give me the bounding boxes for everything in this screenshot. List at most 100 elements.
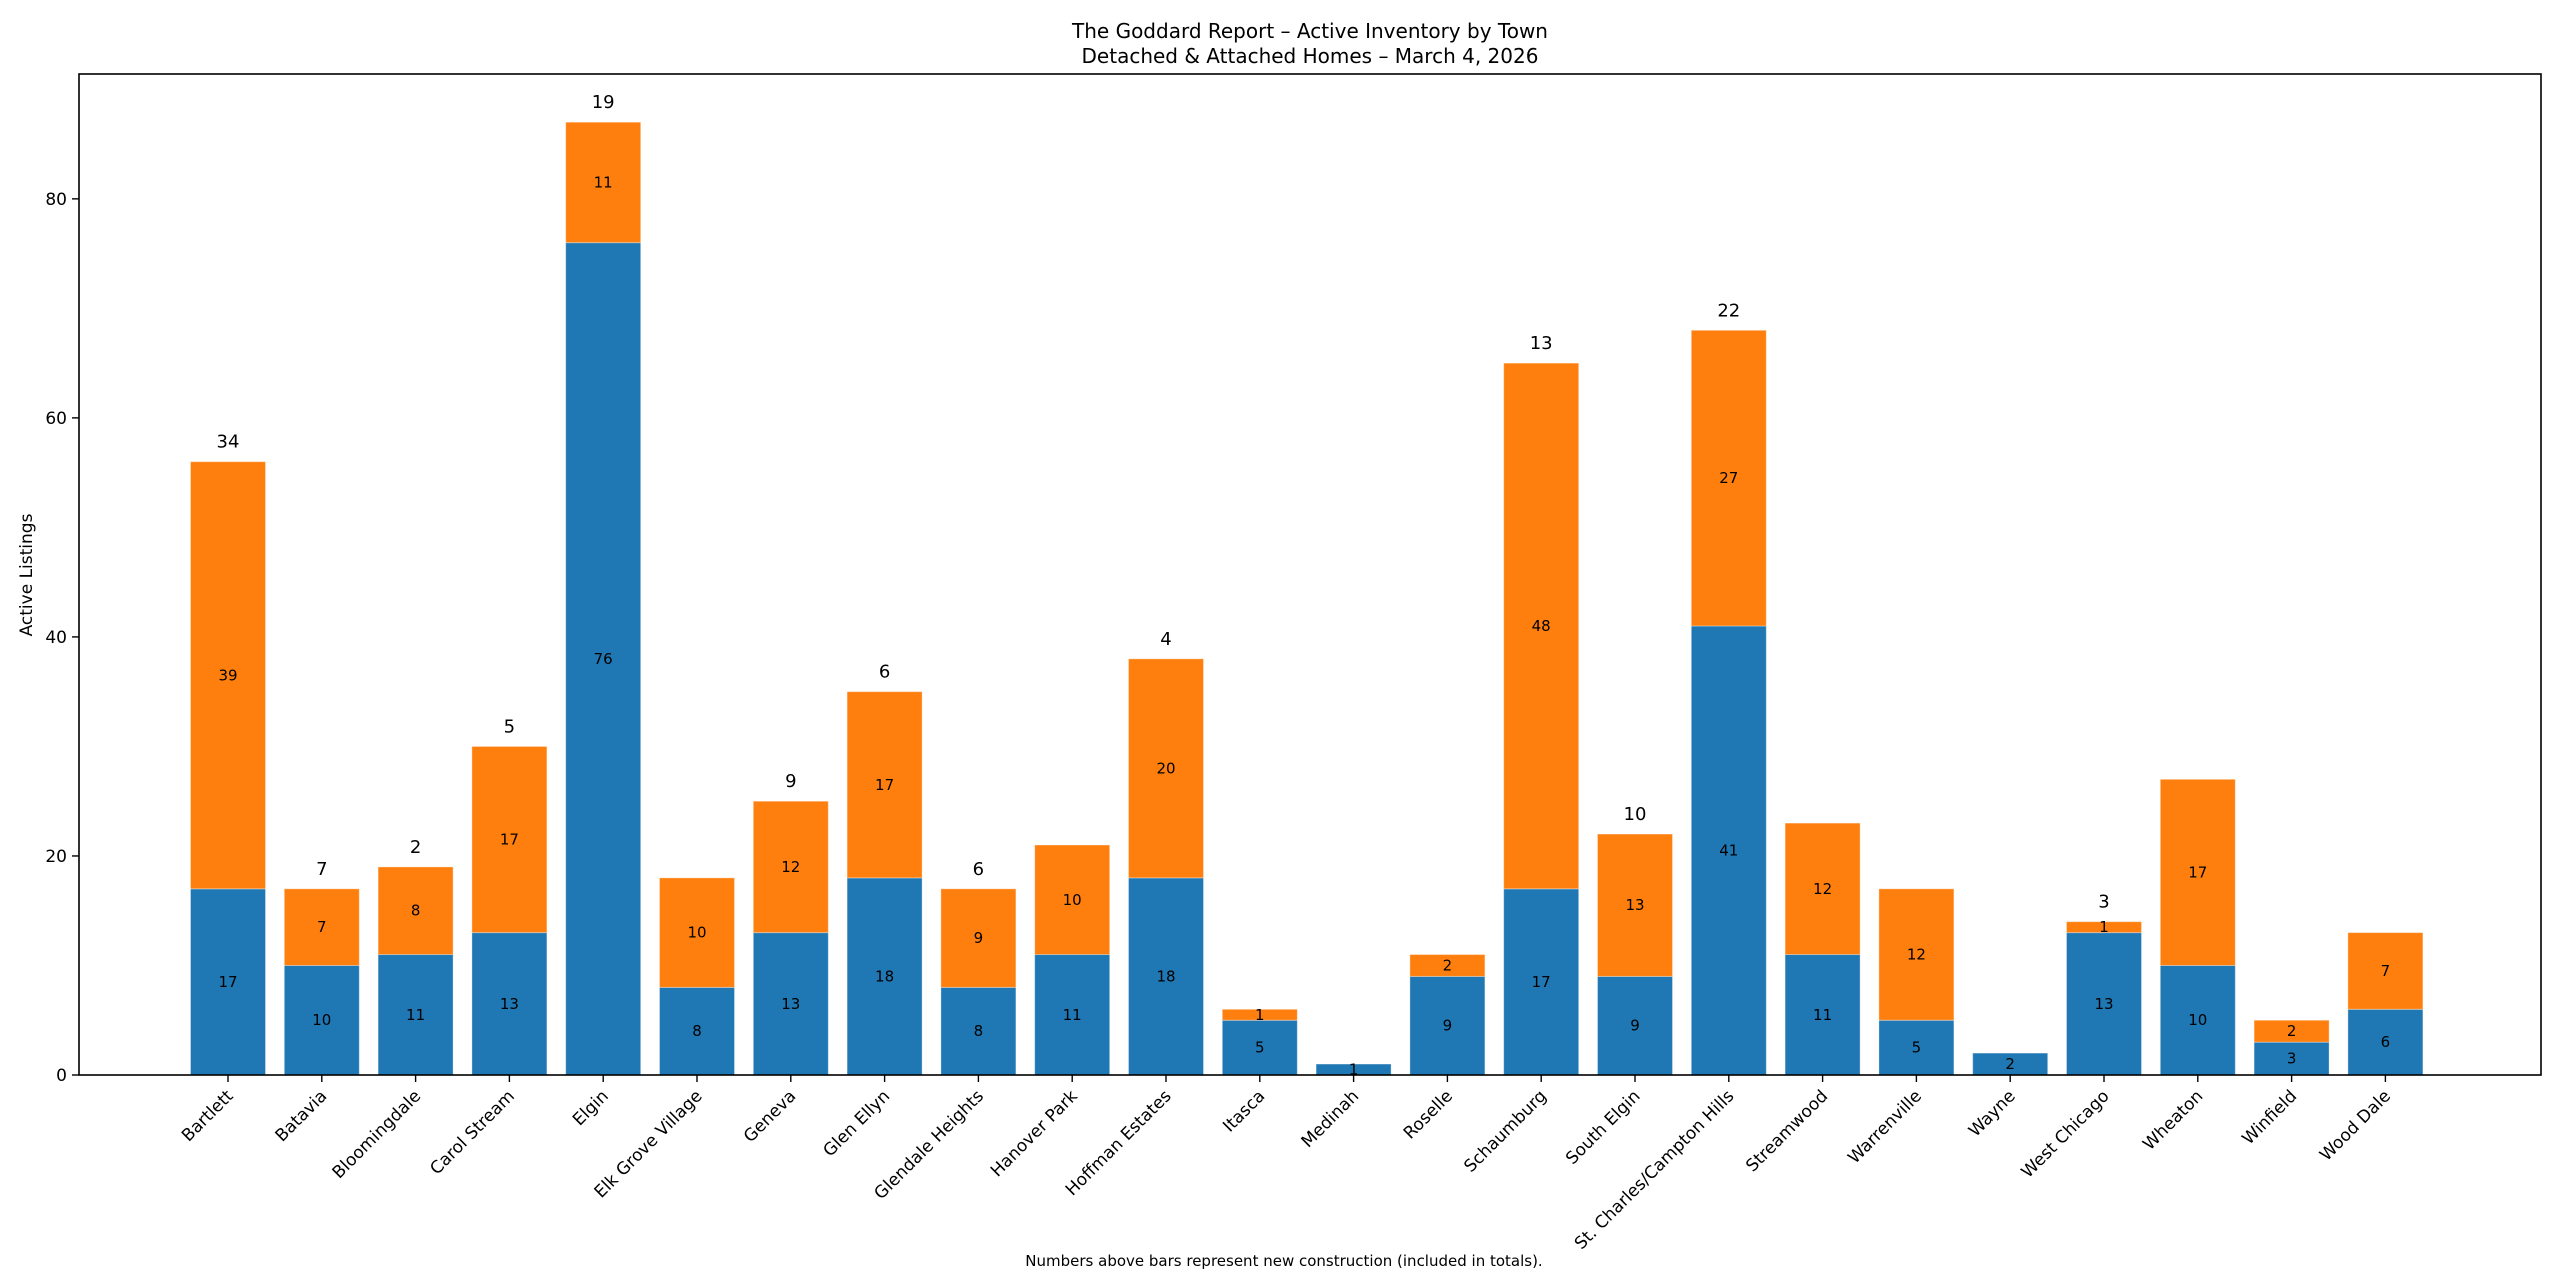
segment-value-label: 10: [2188, 1011, 2207, 1029]
bar-segment-detached: [1409, 975, 1486, 1076]
y-tick-label: 20: [45, 847, 67, 867]
bar-segment-attached: [940, 888, 1017, 988]
chart-title: The Goddard Report – Active Inventory by…: [1071, 19, 1548, 43]
segment-value-label: 20: [1156, 759, 1175, 777]
segment-value-label: 13: [1625, 896, 1644, 914]
bar-segment-attached: [283, 888, 360, 966]
x-tick-label: South Elgin: [1562, 1086, 1644, 1168]
x-tick-label: Batavia: [272, 1086, 332, 1146]
bars-layer: [190, 121, 2424, 1076]
bar-segment-detached: [1503, 888, 1580, 1076]
new-construction-label: 6: [973, 859, 984, 880]
new-construction-label: 22: [1717, 300, 1740, 321]
segment-value-label: 13: [500, 995, 519, 1013]
footnote: Numbers above bars represent new constru…: [1025, 1252, 1542, 1270]
y-tick-label: 40: [45, 628, 67, 648]
bar-segment-attached: [2159, 778, 2236, 966]
segment-value-label: 1: [2099, 918, 2109, 936]
bar-segment-attached: [1128, 658, 1204, 879]
segment-value-label: 11: [1813, 1006, 1832, 1024]
segment-value-label: 17: [2188, 863, 2207, 881]
bar-segment-detached: [1221, 1019, 1298, 1076]
segment-value-label: 10: [687, 924, 706, 942]
bar-segment-attached: [2347, 932, 2424, 1010]
x-tick-label: Schaumburg: [1460, 1086, 1550, 1176]
segment-value-label: 11: [594, 173, 613, 191]
bar-segment-attached: [1503, 362, 1580, 890]
segment-value-label: 7: [317, 918, 327, 936]
new-construction-label: 9: [785, 771, 796, 792]
segment-value-label: 39: [218, 666, 237, 684]
bar-segment-attached: [1034, 844, 1111, 956]
bar-segment-attached: [1221, 1008, 1298, 1021]
x-tick-label: St. Charles/Campton Hills: [1571, 1086, 1739, 1254]
segment-value-label: 12: [781, 858, 800, 876]
bar-segment-detached: [377, 954, 454, 1076]
segment-value-label: 3: [2287, 1050, 2297, 1068]
new-construction-label: 5: [504, 716, 515, 737]
new-construction-label: 19: [592, 92, 615, 113]
segment-value-label: 13: [781, 995, 800, 1013]
bar-segment-attached: [659, 877, 735, 988]
bar-segment-attached: [1878, 888, 1955, 1021]
bar-segment-attached: [2253, 1019, 2330, 1043]
bar-segment-detached: [1878, 1019, 1955, 1076]
bar-segment-attached: [377, 866, 454, 956]
bar-segment-attached: [2066, 921, 2142, 934]
bar-segment-attached: [1409, 954, 1486, 977]
segment-value-label: 41: [1719, 841, 1738, 859]
x-tick-label: Hoffman Estates: [1062, 1086, 1176, 1200]
x-tick-label: Wheaton: [2139, 1086, 2207, 1154]
bar-segment-detached: [190, 888, 266, 1076]
bar-segment-detached: [2347, 1008, 2424, 1076]
y-tick-label: 0: [56, 1066, 67, 1086]
segment-value-label: 1: [1349, 1061, 1359, 1079]
segment-value-label: 9: [1443, 1017, 1453, 1035]
segment-value-label: 8: [692, 1022, 702, 1040]
y-tick-label: 60: [45, 409, 67, 429]
segment-value-label: 2: [2287, 1022, 2297, 1040]
segment-value-label: 76: [594, 650, 613, 668]
x-tick-label: Glen Ellyn: [819, 1086, 894, 1161]
segment-value-label: 17: [218, 973, 237, 991]
segment-value-label: 48: [1532, 617, 1551, 635]
segment-value-label: 13: [2094, 995, 2113, 1013]
segment-value-label: 8: [974, 1022, 984, 1040]
x-tick-label: Carol Stream: [426, 1086, 519, 1179]
segment-value-label: 5: [1255, 1039, 1265, 1057]
segment-value-label: 12: [1813, 880, 1832, 898]
new-construction-label: 2: [410, 837, 421, 858]
bar-segment-attached: [1597, 833, 1673, 977]
bar-segment-attached: [1784, 822, 1861, 956]
labels-layer: 1739341077118213175761119810131291817689…: [217, 92, 2391, 1078]
x-tick-label: Bartlett: [178, 1086, 238, 1146]
x-tick-label: Winfield: [2238, 1086, 2301, 1149]
bar-segment-attached: [565, 121, 642, 244]
x-tick-label: West Chicago: [2018, 1086, 2114, 1182]
chart-subtitle: Detached & Attached Homes – March 4, 202…: [1082, 44, 1539, 68]
bar-segment-detached: [2159, 964, 2236, 1076]
segment-value-label: 17: [500, 831, 519, 849]
bar-segment-attached: [471, 745, 548, 934]
segment-value-label: 17: [875, 776, 894, 794]
segment-value-label: 27: [1719, 469, 1738, 487]
segment-value-label: 7: [2381, 962, 2391, 980]
segment-value-label: 10: [312, 1011, 331, 1029]
segment-value-label: 18: [1156, 967, 1175, 985]
bar-segment-attached: [846, 691, 923, 879]
x-tick-label: Itasca: [1219, 1086, 1269, 1136]
segment-value-label: 8: [411, 902, 421, 920]
x-tick-label: Hanover Park: [987, 1086, 1082, 1181]
x-tick-label: Streamwood: [1742, 1086, 1832, 1176]
segment-value-label: 18: [875, 967, 894, 985]
x-tick-label: Wayne: [1965, 1086, 2020, 1141]
segment-value-label: 11: [406, 1006, 425, 1024]
bar-segment-attached: [190, 461, 266, 890]
x-tick-label: Medinah: [1298, 1086, 1363, 1151]
x-tick-label: Elgin: [569, 1086, 613, 1130]
segment-value-label: 5: [1912, 1039, 1922, 1057]
segment-value-label: 10: [1063, 891, 1082, 909]
bar-segment-attached: [1690, 329, 1767, 627]
